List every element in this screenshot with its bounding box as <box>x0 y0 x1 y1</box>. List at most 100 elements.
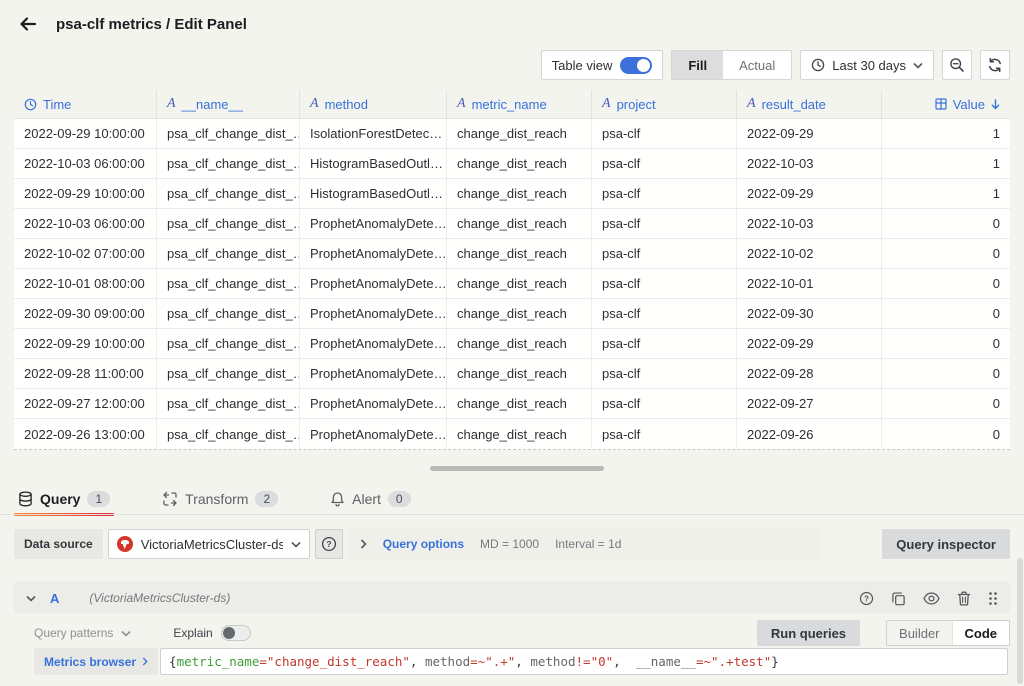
fill-option[interactable]: Fill <box>672 51 724 79</box>
expression-token: } <box>771 654 779 669</box>
column-header-method[interactable]: A method <box>300 90 447 118</box>
query-options-label: Query options <box>382 537 465 551</box>
query-expression[interactable]: {metric_name = "change_dist_reach", method… <box>160 648 1008 675</box>
expression-token: method <box>424 654 471 669</box>
expression-token: "0" <box>590 654 614 669</box>
expression-token: != <box>575 654 591 669</box>
table-cell: psa-clf <box>592 119 737 148</box>
table-cell: 2022-09-30 <box>737 299 882 328</box>
table-cell: 2022-10-02 <box>737 239 882 268</box>
column-header-project[interactable]: A project <box>592 90 737 118</box>
tab-badge: 1 <box>87 491 111 507</box>
table-row: 2022-09-28 11:00:00 psa_clf_change_dist_…… <box>14 359 1010 389</box>
builder-option[interactable]: Builder <box>887 621 952 645</box>
column-header-result-date[interactable]: A result_date <box>737 90 882 118</box>
tab-alert[interactable]: Alert 0 <box>326 484 414 514</box>
query-inspector-button[interactable]: Query inspector <box>882 529 1010 559</box>
query-patterns-label: Query patterns <box>34 626 114 640</box>
query-options-bar[interactable]: Query options MD = 1000 Interval = 1d <box>347 529 820 559</box>
table-view-label: Table view <box>551 57 613 73</box>
query-row-header[interactable]: A (VictoriaMetricsCluster-ds) ? <box>14 582 1010 614</box>
table-view-toggle[interactable] <box>620 56 653 74</box>
table-cell: 0 <box>992 306 1000 321</box>
query-help-icon[interactable]: ? <box>859 591 874 606</box>
string-field-icon: A <box>747 96 756 111</box>
svg-text:?: ? <box>864 594 869 603</box>
table-cell: 2022-09-26 <box>737 419 882 449</box>
table-row: 2022-10-01 08:00:00 psa_clf_change_dist_…… <box>14 269 1010 299</box>
actual-option[interactable]: Actual <box>739 57 776 73</box>
table-cell: 2022-09-29 10:00:00 <box>14 179 157 208</box>
table-cell: 2022-10-02 07:00:00 <box>14 239 157 268</box>
refresh-button[interactable] <box>980 50 1010 80</box>
table-row: 2022-10-02 07:00:00 psa_clf_change_dist_…… <box>14 239 1010 269</box>
tab-badge: 2 <box>255 491 279 507</box>
datasource-picker[interactable]: VictoriaMetricsCluster-ds <box>107 529 310 559</box>
builder-code-segment: Builder Code <box>886 620 1010 646</box>
column-header-metric-name[interactable]: A metric_name <box>447 90 592 118</box>
time-range-picker[interactable]: Last 30 days <box>800 50 934 80</box>
table-cell: 2022-10-01 08:00:00 <box>14 269 157 298</box>
run-queries-button[interactable]: Run queries <box>756 620 861 646</box>
column-header-value[interactable]: Value <box>882 90 1010 118</box>
horizontal-scrollbar[interactable] <box>430 466 604 471</box>
drag-handle-icon[interactable] <box>988 591 998 606</box>
column-header-name[interactable]: A __name__ <box>157 90 300 118</box>
table-cell: psa-clf <box>592 329 737 358</box>
table-cell: psa-clf <box>592 209 737 238</box>
table-cell: change_dist_reach <box>447 359 592 388</box>
code-option[interactable]: Code <box>951 621 1009 645</box>
expression-token: =~ <box>470 654 486 669</box>
tab-query[interactable]: Query 1 <box>14 484 115 516</box>
table-row: 2022-09-27 12:00:00 psa_clf_change_dist_…… <box>14 389 1010 419</box>
string-field-icon: A <box>167 96 176 111</box>
explain-toggle[interactable] <box>220 625 251 641</box>
duplicate-query-icon[interactable] <box>891 591 906 606</box>
table-cell: 2022-10-03 06:00:00 <box>14 149 157 178</box>
table-cell: change_dist_reach <box>447 209 592 238</box>
table-cell: 0 <box>992 216 1000 231</box>
tab-transform[interactable]: Transform 2 <box>158 484 282 514</box>
table-cell: 2022-09-29 10:00:00 <box>14 119 157 148</box>
zoom-out-button[interactable] <box>942 50 972 80</box>
table-cell: 0 <box>992 246 1000 261</box>
interval-value: Interval = 1d <box>555 537 622 551</box>
string-field-icon: A <box>310 96 319 111</box>
datasource-help-button[interactable]: ? <box>314 529 343 559</box>
table-cell: psa_clf_change_dist_… <box>157 419 300 449</box>
table-field-icon <box>935 98 947 110</box>
table-cell: 2022-09-27 12:00:00 <box>14 389 157 418</box>
table-cell: 2022-09-29 <box>737 119 882 148</box>
table-cell: ProphetAnomalyDete… <box>300 389 447 418</box>
back-arrow-icon[interactable] <box>16 12 40 36</box>
table-cell: 2022-09-28 <box>737 359 882 388</box>
refresh-icon <box>989 57 1001 73</box>
table-panel: Time A __name__ A method A metric_name A… <box>14 90 1010 450</box>
transform-icon <box>163 491 177 507</box>
chevron-down-icon <box>121 630 131 637</box>
editor-tabs: Query 1 Transform 2 Alert 0 <box>14 484 415 516</box>
table-cell: change_dist_reach <box>447 179 592 208</box>
sort-desc-icon <box>991 98 1000 109</box>
toggle-visibility-icon[interactable] <box>923 591 940 605</box>
column-header-time[interactable]: Time <box>14 90 157 118</box>
query-ref-id: A <box>50 590 60 606</box>
metrics-browser-button[interactable]: Metrics browser <box>34 648 159 675</box>
table-cell: ProphetAnomalyDete… <box>300 269 447 298</box>
vertical-scrollbar[interactable] <box>1017 558 1023 684</box>
spacer <box>825 529 878 559</box>
datasource-label: Data source <box>14 529 103 559</box>
query-patterns-dropdown[interactable]: Query patterns <box>34 626 131 640</box>
tab-badge: 0 <box>387 491 411 507</box>
delete-query-icon[interactable] <box>957 591 971 606</box>
table-cell: psa_clf_change_dist_… <box>157 389 300 418</box>
expression-token: ".+test" <box>711 654 772 669</box>
table-row: 2022-10-03 06:00:00 psa_clf_change_dist_…… <box>14 209 1010 239</box>
table-cell: psa-clf <box>592 299 737 328</box>
query-datasource-hint: (VictoriaMetricsCluster-ds) <box>89 591 231 605</box>
table-cell: change_dist_reach <box>447 119 592 148</box>
table-cell: change_dist_reach <box>447 269 592 298</box>
edit-panel-header: psa-clf metrics / Edit Panel <box>16 12 247 36</box>
tab-label: Query <box>40 491 81 507</box>
table-cell: 0 <box>992 276 1000 291</box>
